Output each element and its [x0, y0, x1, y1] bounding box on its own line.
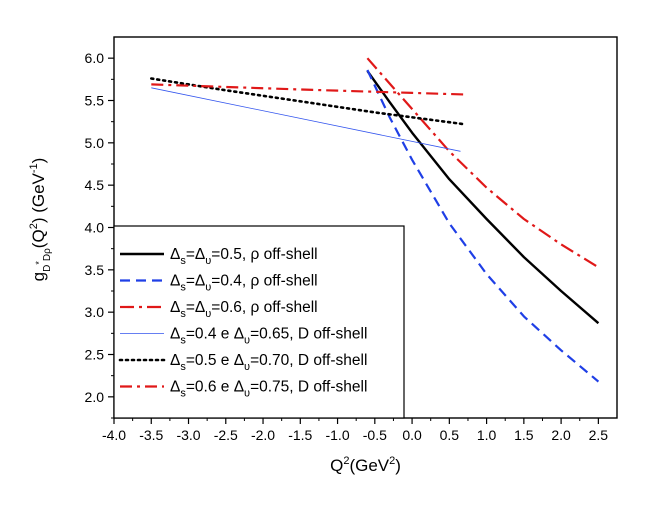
legend-text-part: Δ [170, 299, 180, 316]
legend-subscript: υ [244, 335, 250, 347]
y-axis-title-part: D [42, 265, 53, 272]
x-axis-title-part: Q [330, 456, 343, 475]
legend-subscript: s [180, 388, 186, 400]
legend-label-3: Δs=Δυ=0.6, ρ off-shell [170, 299, 318, 320]
legend-label-1: Δs=Δυ=0.5, ρ off-shell [170, 246, 318, 267]
x-axis-title-part: 2 [343, 455, 349, 467]
y-axis-title: gD*Dρ(Q2) (GeV-1) [28, 158, 53, 282]
legend-text-part: =Δ [186, 299, 205, 316]
legend-text-part: =0.70, D off-shell [250, 352, 367, 369]
legend-text-part: =0.5 e Δ [186, 352, 244, 369]
legend-subscript: υ [205, 255, 211, 267]
legend-label-4: Δs=0.4 e Δυ=0.65, D off-shell [170, 326, 367, 347]
legend-subscript: s [180, 282, 186, 294]
y-tick-label: 3.5 [85, 262, 105, 278]
x-tick-label: -3.5 [139, 427, 163, 443]
y-tick-label: 2.5 [85, 347, 105, 363]
legend-text-part: Δ [170, 352, 180, 369]
x-tick-label: -3.0 [176, 427, 200, 443]
series-line-6 [151, 83, 469, 96]
legend-text-part: =0.4, ρ off-shell [211, 273, 317, 290]
legend-subscript: υ [244, 361, 250, 373]
x-tick-label: 0.0 [402, 427, 422, 443]
series-line-4 [151, 87, 461, 152]
y-tick-label: 3.0 [85, 304, 105, 320]
y-axis-title-part: 2 [28, 223, 40, 229]
legend-label-6: Δs=0.6 e Δυ=0.75, D off-shell [170, 379, 367, 400]
x-tick-label: 1.0 [477, 427, 497, 443]
x-axis-title-part: 2 [389, 455, 395, 467]
legend-label-2: Δs=Δυ=0.4, ρ off-shell [170, 273, 318, 294]
legend-text-part: Δ [170, 273, 180, 290]
series-line-5 [150, 77, 466, 126]
legend-subscript: υ [205, 308, 211, 320]
x-tick-label: 2.5 [589, 427, 609, 443]
legend-text-part: =Δ [186, 273, 205, 290]
x-tick-label: -2.5 [214, 427, 238, 443]
x-tick-label: 0.5 [440, 427, 460, 443]
legend-text-part: =0.75, D off-shell [250, 379, 367, 396]
legend-subscript: s [180, 308, 186, 320]
y-axis-title-part: * [34, 261, 44, 265]
y-tick-label: 6.0 [85, 50, 105, 66]
legend-subscript: υ [205, 282, 211, 294]
x-tick-label: -0.5 [363, 427, 387, 443]
x-tick-label: -1.0 [325, 427, 349, 443]
x-tick-label: -4.0 [102, 427, 126, 443]
legend-subscript: s [180, 361, 186, 373]
legend-text-part: =0.6 e Δ [186, 379, 244, 396]
y-tick-label: 5.5 [85, 93, 105, 109]
y-tick-label: 2.0 [85, 389, 105, 405]
x-axis-title-part: ) [395, 456, 401, 475]
legend-text-part: =0.4 e Δ [186, 326, 244, 343]
y-axis-title-part: (Q [29, 229, 48, 248]
y-tick-label: 5.0 [85, 135, 105, 151]
legend-subscript: υ [244, 388, 250, 400]
x-tick-label: -2.0 [251, 427, 275, 443]
legend-text-part: =Δ [186, 246, 205, 263]
x-axis-title-part: (GeV [349, 456, 389, 475]
legend-subscript: s [180, 255, 186, 267]
series-line-1 [366, 70, 600, 325]
x-tick-label: 1.5 [514, 427, 534, 443]
legend-subscript: s [180, 335, 186, 347]
legend-text-part: Δ [170, 326, 180, 343]
x-tick-label: 2.0 [551, 427, 571, 443]
x-axis-title: Q2(GeV2) [330, 455, 401, 475]
legend-text-part: =0.65, D off-shell [250, 326, 367, 343]
y-axis-title-part: Dρ [42, 248, 53, 261]
y-axis-title-part: -1 [28, 163, 40, 173]
legend-text-part: Δ [170, 246, 180, 263]
legend-label-5: Δs=0.5 e Δυ=0.70, D off-shell [170, 352, 367, 373]
y-tick-label: 4.0 [85, 220, 105, 236]
axis-labels: -4.0 -3.5 -3.0 -2.5 -2.0 -1.5 -1.0 -0.5 0.0 0.5 1.… [28, 50, 608, 475]
y-axis-title-part: ) [29, 158, 48, 164]
x-tick-label: -1.5 [288, 427, 312, 443]
y-axis-title-part: ) (GeV [29, 172, 48, 223]
series-lines [150, 57, 600, 383]
y-axis-title-part: g [29, 272, 48, 281]
legend-text-part: =0.6, ρ off-shell [211, 299, 317, 316]
y-tick-label: 4.5 [85, 177, 105, 193]
legend-text-part: =0.5, ρ off-shell [211, 246, 317, 263]
series-line-3 [366, 57, 599, 269]
legend-text-part: Δ [170, 379, 180, 396]
